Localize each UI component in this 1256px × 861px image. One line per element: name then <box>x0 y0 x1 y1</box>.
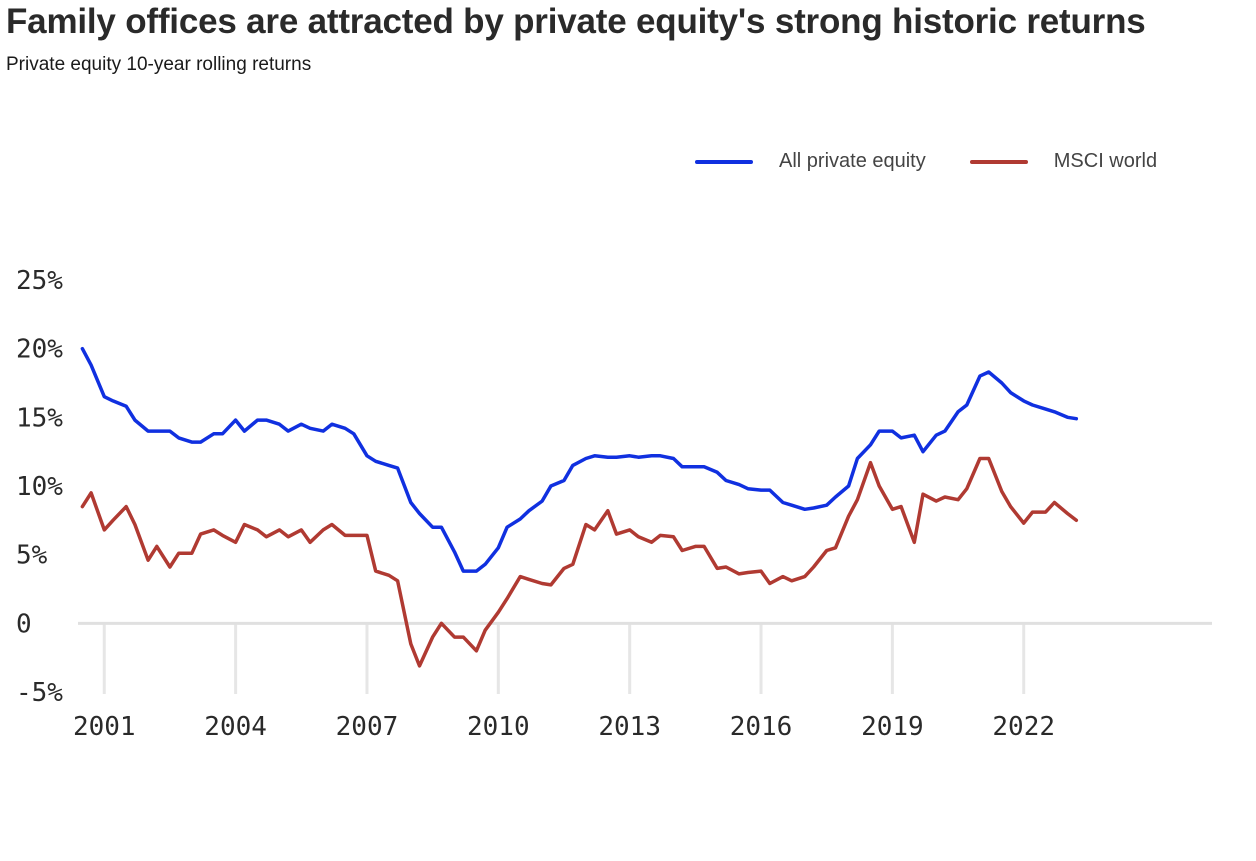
legend-label-msci-world: MSCI world <box>1053 150 1158 172</box>
x-tick-label: 2001 <box>73 712 136 742</box>
legend-swatch-msci-world <box>969 159 1028 164</box>
y-tick-label: 15% <box>16 403 63 433</box>
legend: All private equity MSCI world <box>695 150 1201 173</box>
x-tick-label: 2007 <box>336 712 399 742</box>
x-tick-label: 2022 <box>992 712 1055 742</box>
series-line-all-private-equity[interactable] <box>80 346 1079 573</box>
legend-swatch-private-equity <box>695 159 753 164</box>
legend-label-private-equity: All private equity <box>779 150 926 172</box>
chart-title: Family offices are attracted by private … <box>6 2 1146 41</box>
series-line-msci-world[interactable] <box>80 456 1079 668</box>
legend-item-msci-world[interactable]: MSCI world <box>969 150 1158 173</box>
y-tick-label: 20% <box>16 335 63 365</box>
x-tick-label: 2013 <box>598 712 661 742</box>
x-tick-label: 2010 <box>467 712 530 742</box>
x-tick-label: 2004 <box>204 712 267 742</box>
y-tick-label: 0 <box>16 609 32 639</box>
chart-subtitle: Private equity 10-year rolling returns <box>6 54 312 75</box>
y-tick-label: 10% <box>16 472 63 502</box>
y-tick-label: 5% <box>16 541 48 571</box>
x-tick-label: 2019 <box>861 712 924 742</box>
y-tick-label: 25% <box>16 266 63 296</box>
legend-item-private-equity[interactable]: All private equity <box>695 150 926 173</box>
x-tick-label: 2016 <box>730 712 793 742</box>
y-tick-label: -5% <box>16 678 63 708</box>
